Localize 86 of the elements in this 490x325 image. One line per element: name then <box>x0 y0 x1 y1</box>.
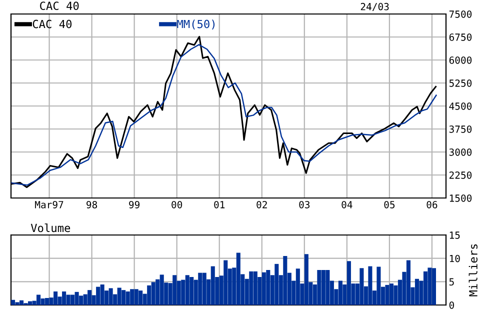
y-tick-label: 1500 <box>450 194 472 202</box>
bar <box>151 282 156 305</box>
bar <box>172 275 177 305</box>
bar <box>108 288 113 305</box>
bar <box>317 270 322 305</box>
bar <box>20 300 24 305</box>
y-tick-label: 2250 <box>450 172 472 179</box>
y-tick-label: 5 <box>449 278 454 286</box>
bar <box>126 291 130 305</box>
bar <box>296 268 300 305</box>
bar <box>15 302 20 305</box>
bar <box>36 294 41 305</box>
y-tick-label: 15 <box>450 232 460 239</box>
bar <box>130 289 134 305</box>
bar <box>432 268 436 305</box>
y-tick-label: 4500 <box>449 102 472 110</box>
bar <box>385 284 390 305</box>
bar <box>11 300 16 305</box>
bar <box>338 280 342 305</box>
bar <box>236 252 240 305</box>
bar <box>190 277 194 305</box>
bar <box>266 270 270 305</box>
x-tick-label: 98 <box>86 201 98 208</box>
bar <box>406 260 410 305</box>
legend-label: CAC 40 <box>32 20 72 28</box>
bar <box>428 268 432 305</box>
x-tick-label: 01 <box>214 201 225 208</box>
bar <box>423 271 428 305</box>
y-axis-title: Milliers <box>468 244 478 296</box>
bar <box>210 266 215 305</box>
bar <box>66 294 70 305</box>
bar <box>54 291 58 305</box>
y-tick-label: 3000 <box>449 148 472 156</box>
x-tick-label: 00 <box>172 201 182 208</box>
bar <box>198 272 202 305</box>
bar <box>45 298 50 305</box>
chart-title: CAC 40 <box>40 2 79 10</box>
chart-subtitle: 24/03 <box>360 2 389 12</box>
y-tick-label: 5250 <box>449 80 472 87</box>
bar <box>283 256 288 305</box>
y-tick-label: 0 <box>449 302 454 309</box>
bar <box>360 268 364 305</box>
bar <box>134 289 138 305</box>
bar <box>62 291 66 305</box>
y-tick-label: 10 <box>450 254 460 262</box>
bar <box>147 285 152 305</box>
bar <box>253 271 258 305</box>
x-tick-label: 05 <box>384 201 395 208</box>
bar <box>96 286 100 305</box>
bar <box>262 272 266 305</box>
bar <box>202 272 206 305</box>
bar <box>321 270 326 305</box>
bar <box>346 261 351 305</box>
y-tick-label: 7500 <box>449 10 472 18</box>
chart-title: Volume <box>30 223 70 232</box>
bar <box>224 260 228 305</box>
bar <box>28 301 32 305</box>
bar <box>274 264 279 305</box>
bar <box>79 296 84 305</box>
bar <box>326 270 330 305</box>
y-tick-label: 3750 <box>449 126 472 133</box>
bar <box>304 254 308 305</box>
bar <box>368 266 372 305</box>
x-tick-label: 03 <box>299 201 310 208</box>
x-tick-label: Mar97 <box>35 201 64 208</box>
x-tick-label: 02 <box>256 201 267 208</box>
x-tick-label: 99 <box>129 201 140 208</box>
bar <box>160 274 164 305</box>
bar <box>117 288 122 305</box>
bar <box>122 290 126 305</box>
y-tick-label: 6750 <box>449 34 472 41</box>
bar <box>138 290 143 305</box>
bar <box>389 284 394 305</box>
bar <box>70 294 75 305</box>
bar <box>185 275 190 305</box>
x-tick-label: 04 <box>342 201 352 208</box>
bar <box>40 298 45 305</box>
y-tick-label: 6000 <box>449 56 472 64</box>
bar <box>100 284 104 305</box>
legend-label: MM(50) <box>177 20 215 30</box>
bar <box>74 292 79 305</box>
bar <box>88 290 92 305</box>
x-tick-label: 06 <box>426 201 438 208</box>
bar <box>83 294 88 305</box>
bar <box>376 266 381 305</box>
bar <box>249 271 254 305</box>
